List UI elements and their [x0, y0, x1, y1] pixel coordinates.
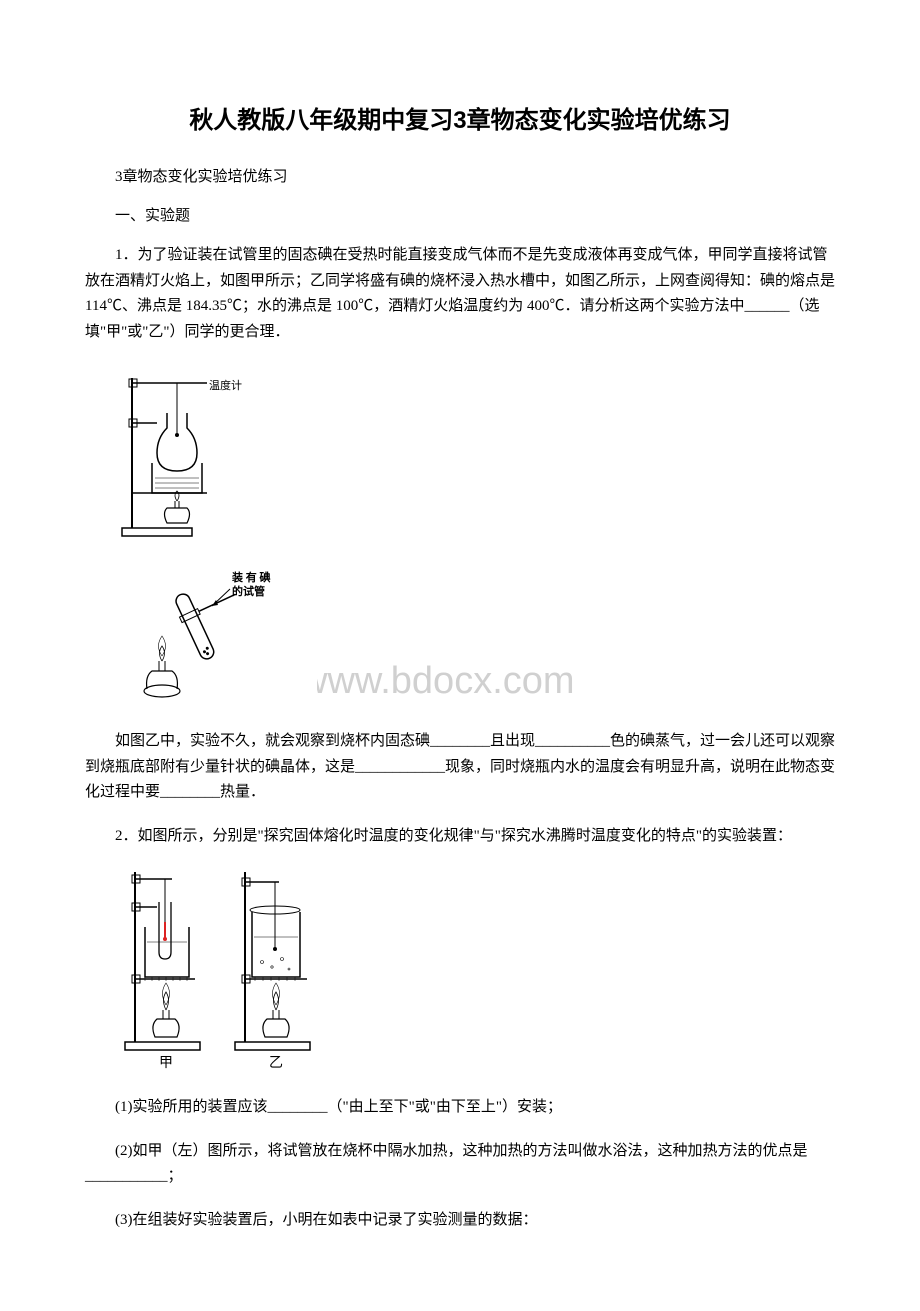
figure-1a: 温度计 — [85, 363, 835, 543]
question-1-text: 1．为了验证装在试管里的固态碘在受热时能直接变成气体而不是先变成液体再变成气体，… — [85, 243, 835, 345]
apparatus-diagram-2: 装 有 碘 的试管 — [117, 561, 317, 711]
figure-2: 甲 — [85, 867, 835, 1077]
subtitle-text: 3章物态变化实验培优练习 — [85, 165, 835, 186]
tube-label-line2: 的试管 — [232, 584, 265, 598]
question-2-text: 2．如图所示，分别是"探究固体熔化时温度的变化规律"与"探究水沸腾时温度变化的特… — [85, 824, 835, 850]
tube-label-line1: 装 有 碘 — [231, 570, 271, 584]
question-2-sub3: (3)在组装好实验装置后，小明在如表中记录了实验测量的数据： — [85, 1208, 835, 1234]
page-title: 秋人教版八年级期中复习3章物态变化实验培优练习 — [85, 100, 835, 135]
question-2-sub2: (2)如甲（左）图所示，将试管放在烧杯中隔水加热，这种加热的方法叫做水浴法，这种… — [85, 1139, 835, 1190]
document-content: 秋人教版八年级期中复习3章物态变化实验培优练习 3章物态变化实验培优练习 一、实… — [85, 100, 835, 1233]
figure-1b: 装 有 碘 的试管 — [85, 561, 835, 711]
question-2-sub1: (1)实验所用的装置应该________（"由上至下"或"由下至上"）安装； — [85, 1095, 835, 1121]
question-1-text-2: 如图乙中，实验不久，就会观察到烧杯内固态碘________且出现________… — [85, 729, 835, 806]
apparatus-diagram-1: 温度计 — [117, 363, 257, 543]
thermometer-label: 温度计 — [209, 378, 242, 392]
apparatus-diagram-3: 甲 — [117, 867, 347, 1077]
label-jia: 甲 — [159, 1056, 173, 1071]
section-heading-1: 一、实验题 — [85, 204, 835, 225]
label-yi: 乙 — [269, 1055, 283, 1071]
